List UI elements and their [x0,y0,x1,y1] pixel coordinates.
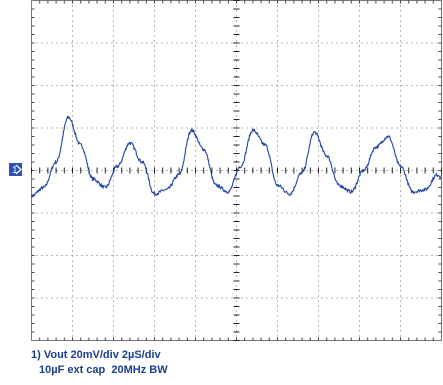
channel-marker-arrow [15,164,22,175]
channel-marker-box [9,163,22,176]
trace-channel-1 [30,115,443,198]
channel-marker: 1 [9,163,22,176]
caption-line-2: 10µF ext cap 20MHz BW [39,364,168,376]
caption-line-1: 1) Vout 20mV/div 2µS/div [31,349,161,361]
trace-group [30,115,443,198]
channel-marker-label: 1 [12,165,18,176]
